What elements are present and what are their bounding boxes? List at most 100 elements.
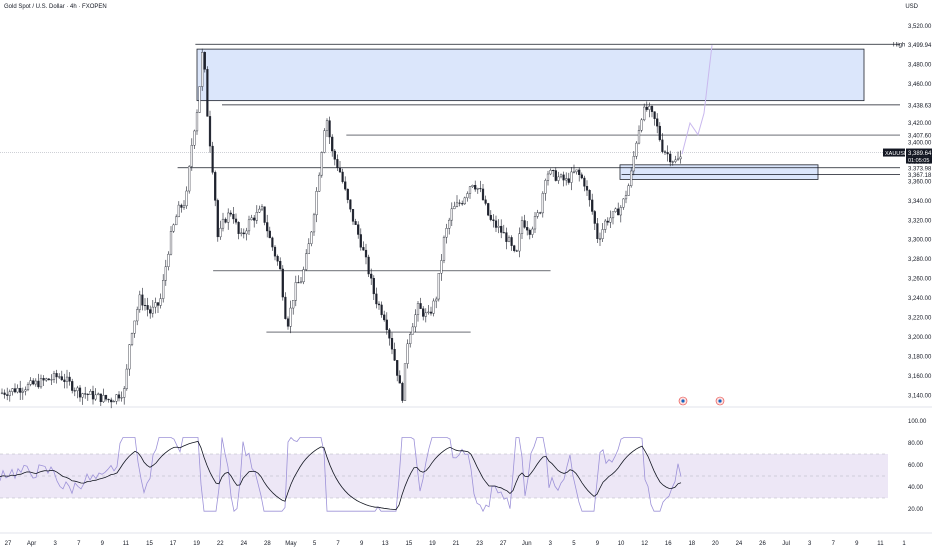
candle [55, 369, 58, 384]
candle [364, 243, 368, 265]
candle [193, 129, 196, 149]
price-tick-label: 3,340.00 [908, 199, 932, 205]
candle [351, 208, 355, 225]
time-tick-label: Jun [522, 541, 532, 547]
candle [52, 370, 56, 383]
candle-body [279, 260, 282, 270]
candle-body [34, 380, 37, 385]
candle [541, 191, 544, 218]
candle-body [414, 314, 417, 328]
candle-body [16, 387, 19, 393]
candle-body [39, 378, 43, 388]
candle-body [328, 120, 331, 138]
candle [614, 207, 617, 213]
candle [679, 150, 682, 164]
candle-body [336, 159, 339, 168]
candle [227, 208, 230, 230]
candle-body [679, 156, 682, 160]
price-tick-label: 3,160.00 [908, 374, 932, 380]
time-tick-label: 18 [688, 541, 695, 547]
candle-body [206, 69, 209, 117]
candle [437, 273, 440, 302]
candle [123, 385, 126, 405]
candle-body [263, 206, 266, 223]
candle-body [250, 217, 253, 221]
candle-body [97, 393, 100, 396]
candle [102, 388, 105, 403]
candle [232, 207, 235, 224]
candle-body [429, 311, 433, 314]
candle [598, 232, 602, 246]
candle-body [65, 376, 69, 382]
candle [611, 211, 615, 225]
price-tick-label: 3,300.00 [908, 238, 932, 244]
candle-body [388, 329, 391, 339]
high-price-tag: 3,499.94 [908, 43, 932, 49]
candle-body [42, 378, 45, 381]
candle-body [297, 282, 300, 284]
candle [255, 205, 258, 224]
candle-body [29, 380, 32, 385]
candle [601, 223, 604, 243]
candle-body [557, 176, 560, 181]
candle [336, 154, 339, 172]
candle-body [333, 150, 336, 160]
candle-body [416, 303, 420, 315]
candle [367, 254, 370, 278]
candle [414, 309, 417, 333]
candle-body [546, 173, 550, 181]
candle-body [73, 390, 76, 392]
candle [424, 308, 427, 323]
high-price-tag-bg [906, 40, 932, 49]
candle [104, 394, 108, 402]
candle [6, 387, 9, 401]
candle-body [143, 305, 147, 307]
candle [164, 259, 167, 286]
candle [284, 292, 287, 320]
candle [344, 176, 347, 191]
candle-body [362, 247, 365, 251]
candle-body [294, 282, 297, 301]
candle [427, 305, 430, 315]
last-price-tag: 3,389.64 [908, 151, 932, 157]
candle [593, 210, 596, 231]
candle [549, 168, 552, 176]
candle-body [637, 130, 641, 144]
level-price-tag-bg [906, 131, 932, 140]
candle [151, 299, 154, 318]
candle-body [198, 86, 201, 113]
candle [32, 378, 35, 386]
candle-body [141, 294, 144, 306]
candle [604, 219, 607, 233]
time-tick-label: 20 [712, 541, 719, 547]
symbol-tag: XAUUSD [885, 151, 908, 157]
candle-body [104, 395, 108, 400]
candle [281, 265, 284, 301]
time-tick-label: 27 [500, 541, 507, 547]
candle-body [32, 380, 35, 385]
candle [513, 244, 516, 253]
candle [89, 389, 92, 395]
candle [385, 312, 388, 335]
candle [658, 122, 661, 142]
rsi-tick-label: 100.00 [908, 419, 927, 425]
candle [138, 290, 141, 313]
candle [260, 204, 264, 212]
candle [619, 205, 622, 223]
candle-body [344, 181, 347, 190]
time-tick-label: 5 [572, 541, 576, 547]
candle [258, 205, 261, 213]
level-price-tag: 3,407.60 [908, 134, 932, 140]
candle [401, 381, 404, 403]
candle-body [120, 397, 123, 399]
candle [320, 151, 323, 178]
candle [208, 110, 212, 153]
candle [630, 167, 633, 188]
candle-body [110, 399, 113, 403]
candle [562, 171, 565, 187]
candle-body [159, 298, 162, 306]
candle-body [442, 236, 446, 261]
candle-body [227, 212, 230, 223]
candle [305, 249, 308, 271]
